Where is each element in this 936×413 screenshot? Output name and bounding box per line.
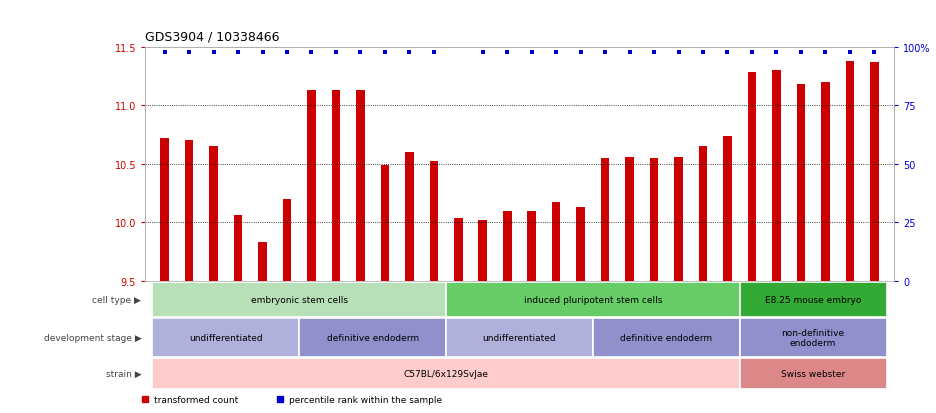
Bar — [210, 147, 218, 281]
Bar — [446, 282, 739, 317]
Bar — [552, 203, 561, 281]
Bar — [739, 318, 886, 357]
Bar — [184, 141, 194, 281]
Bar — [592, 318, 739, 357]
Bar — [625, 157, 634, 281]
Bar — [430, 162, 438, 281]
Bar — [153, 318, 300, 357]
Text: non-definitive
endoderm: non-definitive endoderm — [782, 328, 844, 347]
Bar — [356, 91, 365, 281]
Text: undifferentiated: undifferentiated — [189, 333, 263, 342]
Bar — [503, 211, 512, 281]
Bar — [331, 91, 340, 281]
Text: percentile rank within the sample: percentile rank within the sample — [289, 395, 442, 404]
Bar — [234, 216, 242, 281]
Text: Swiss webster: Swiss webster — [781, 369, 845, 378]
Text: embryonic stem cells: embryonic stem cells — [251, 295, 348, 304]
Text: GDS3904 / 10338466: GDS3904 / 10338466 — [145, 31, 280, 43]
Text: definitive endoderm: definitive endoderm — [327, 333, 418, 342]
Bar — [772, 71, 781, 281]
Bar — [307, 91, 315, 281]
Text: C57BL/6x129SvJae: C57BL/6x129SvJae — [403, 369, 489, 378]
Text: cell type ▶: cell type ▶ — [93, 295, 141, 304]
Bar — [153, 358, 739, 389]
Bar — [300, 318, 446, 357]
Bar — [478, 221, 487, 281]
Text: definitive endoderm: definitive endoderm — [621, 333, 712, 342]
Bar — [724, 136, 732, 281]
Bar — [845, 62, 855, 281]
Bar — [870, 63, 879, 281]
Bar — [821, 83, 829, 281]
Bar — [699, 147, 708, 281]
Bar — [153, 282, 446, 317]
Bar — [797, 85, 805, 281]
Bar — [446, 318, 592, 357]
Text: transformed count: transformed count — [154, 395, 239, 404]
Bar — [601, 159, 609, 281]
Bar — [674, 157, 683, 281]
Text: strain ▶: strain ▶ — [106, 369, 141, 378]
Bar — [577, 208, 585, 281]
Bar — [405, 153, 414, 281]
Text: induced pluripotent stem cells: induced pluripotent stem cells — [524, 295, 662, 304]
Bar — [748, 73, 756, 281]
Bar — [650, 159, 658, 281]
Bar — [739, 358, 886, 389]
Bar — [739, 282, 886, 317]
Bar — [160, 139, 168, 281]
Text: E8.25 mouse embryo: E8.25 mouse embryo — [765, 295, 861, 304]
Text: development stage ▶: development stage ▶ — [44, 333, 141, 342]
Text: undifferentiated: undifferentiated — [483, 333, 556, 342]
Bar — [283, 199, 291, 281]
Bar — [258, 243, 267, 281]
Bar — [381, 166, 389, 281]
Bar — [527, 211, 536, 281]
Bar — [454, 218, 462, 281]
